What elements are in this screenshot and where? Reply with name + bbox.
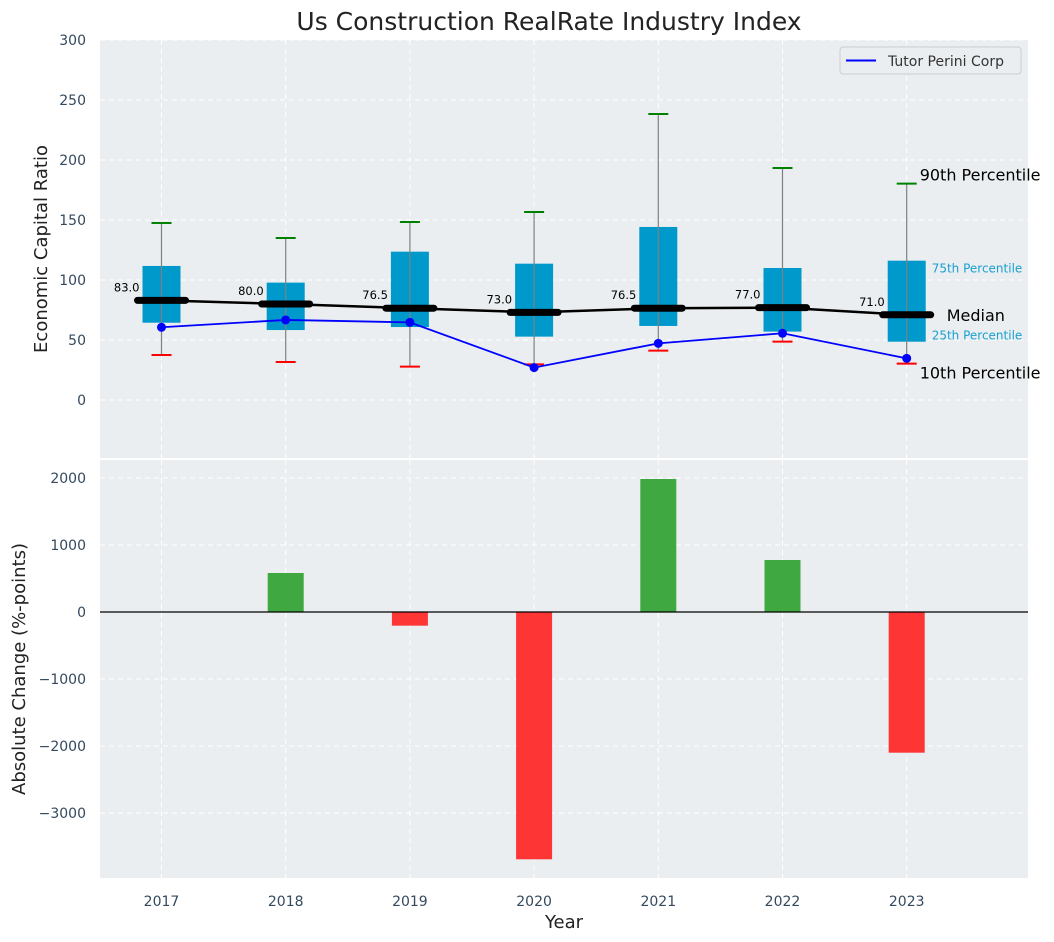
median-value-label: 77.0 <box>735 288 761 302</box>
box-2019 <box>390 221 429 368</box>
box-2022 <box>763 167 802 343</box>
chart-title: Us Construction RealRate Industry Index <box>296 7 801 36</box>
company-point <box>157 322 166 332</box>
x-ticks: 2017 2018 2019 2020 2021 2022 2023 <box>144 894 925 910</box>
top-y-tick-label: 0 <box>77 393 86 409</box>
bottom-y-tick-label: −2000 <box>39 739 86 755</box>
change-bar-2023 <box>888 612 925 753</box>
bottom-y-ticks: −3000 −2000 −1000 0 1000 2000 <box>39 471 86 822</box>
box-2023 <box>887 182 926 365</box>
top-y-tick-label: 200 <box>59 153 86 169</box>
company-point <box>405 317 415 327</box>
annotation-10th: 10th Percentile <box>920 364 1041 383</box>
annotation-median: Median <box>947 306 1005 325</box>
box-2017 <box>142 222 181 356</box>
top-y-axis-label: Economic Capital Ratio <box>31 145 52 353</box>
legend: Tutor Perini Corp <box>839 46 1022 75</box>
bottom-y-axis-label: Absolute Change (%-points) <box>9 543 30 795</box>
bottom-panel: −3000 −2000 −1000 0 1000 2000 2017 2018 2019 202… <box>9 460 1028 933</box>
annotation-25th: 25th Percentile <box>932 329 1023 343</box>
change-bar-2019 <box>391 612 428 626</box>
company-point <box>778 328 787 338</box>
median-value-label: 76.5 <box>362 288 388 302</box>
company-series <box>157 315 912 373</box>
bars <box>267 479 925 860</box>
x-tick-label: 2018 <box>268 894 304 910</box>
x-tick-label: 2017 <box>144 894 180 910</box>
median-value-label: 73.0 <box>486 292 512 306</box>
median-value-label: 80.0 <box>238 284 264 298</box>
x-tick-label: 2022 <box>765 894 801 910</box>
annotation-75th: 75th Percentile <box>932 262 1023 276</box>
legend-label-tutor-perini: Tutor Perini Corp <box>887 54 1004 70</box>
x-tick-label: 2020 <box>516 894 552 910</box>
top-y-ticks: 0 50 100 150 200 250 300 <box>59 33 86 409</box>
top-panel: 0 50 100 150 200 250 300 83.0 80.0 76.5 73.0 76.5 7… <box>31 33 1040 458</box>
bottom-y-tick-label: 0 <box>77 605 86 621</box>
x-tick-label: 2021 <box>640 894 676 910</box>
x-tick-label: 2023 <box>889 894 925 910</box>
top-y-tick-label: 250 <box>59 93 86 109</box>
top-y-tick-label: 300 <box>59 33 86 49</box>
bottom-y-tick-label: 2000 <box>50 471 86 487</box>
median-value-label: 76.5 <box>611 288 637 302</box>
median-value-label: 83.0 <box>114 280 140 294</box>
company-point <box>653 338 663 348</box>
bottom-y-tick-label: −3000 <box>39 806 86 822</box>
percentile-annotations: 90th Percentile 75th Percentile Median 25th… <box>920 166 1041 383</box>
company-point <box>902 353 912 363</box>
bottom-plot-area <box>100 460 1028 878</box>
median-line-group: 83.0 80.0 76.5 73.0 76.5 77.0 71.0 <box>114 280 935 319</box>
bottom-y-tick-label: −1000 <box>39 672 86 688</box>
x-axis-label: Year <box>544 912 584 933</box>
top-y-tick-label: 50 <box>68 333 86 349</box>
top-plot-area <box>100 40 1028 458</box>
change-bar-2020 <box>516 612 553 860</box>
company-point <box>281 315 291 325</box>
x-tick-label: 2019 <box>392 894 428 910</box>
bottom-y-tick-label: 1000 <box>50 538 86 554</box>
median-value-label: 71.0 <box>859 295 885 309</box>
legend-box <box>839 46 1022 75</box>
annotation-90th: 90th Percentile <box>920 166 1041 185</box>
company-point <box>529 363 539 373</box>
change-bar-2018 <box>267 573 304 612</box>
top-y-tick-label: 150 <box>59 213 86 229</box>
change-bar-2022 <box>764 560 801 612</box>
top-y-tick-label: 100 <box>59 273 86 289</box>
change-bar-2021 <box>640 479 677 612</box>
